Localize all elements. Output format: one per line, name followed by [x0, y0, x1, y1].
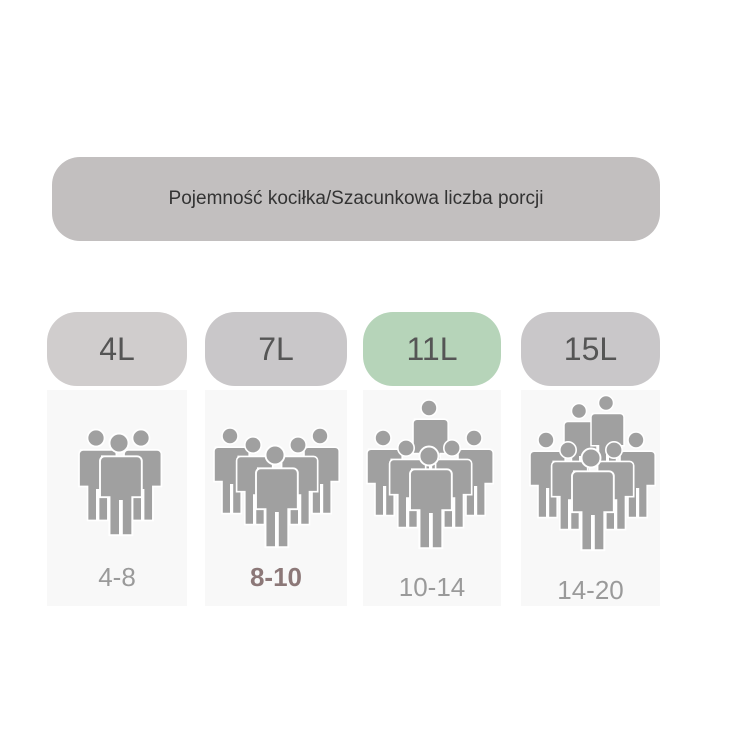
servings-label: 10-14	[398, 572, 466, 602]
servings-label: 14-20	[557, 575, 624, 605]
servings-label: 8-10	[249, 562, 303, 592]
size-pill: 11L	[363, 312, 501, 386]
servings-label: 4-8	[98, 562, 136, 592]
size-pill: 4L	[47, 312, 187, 386]
size-pill: 15L	[521, 312, 660, 386]
size-pill: 7L	[205, 312, 347, 386]
header: Pojemność kociłka/Szacunkowa liczba porc…	[52, 157, 660, 241]
